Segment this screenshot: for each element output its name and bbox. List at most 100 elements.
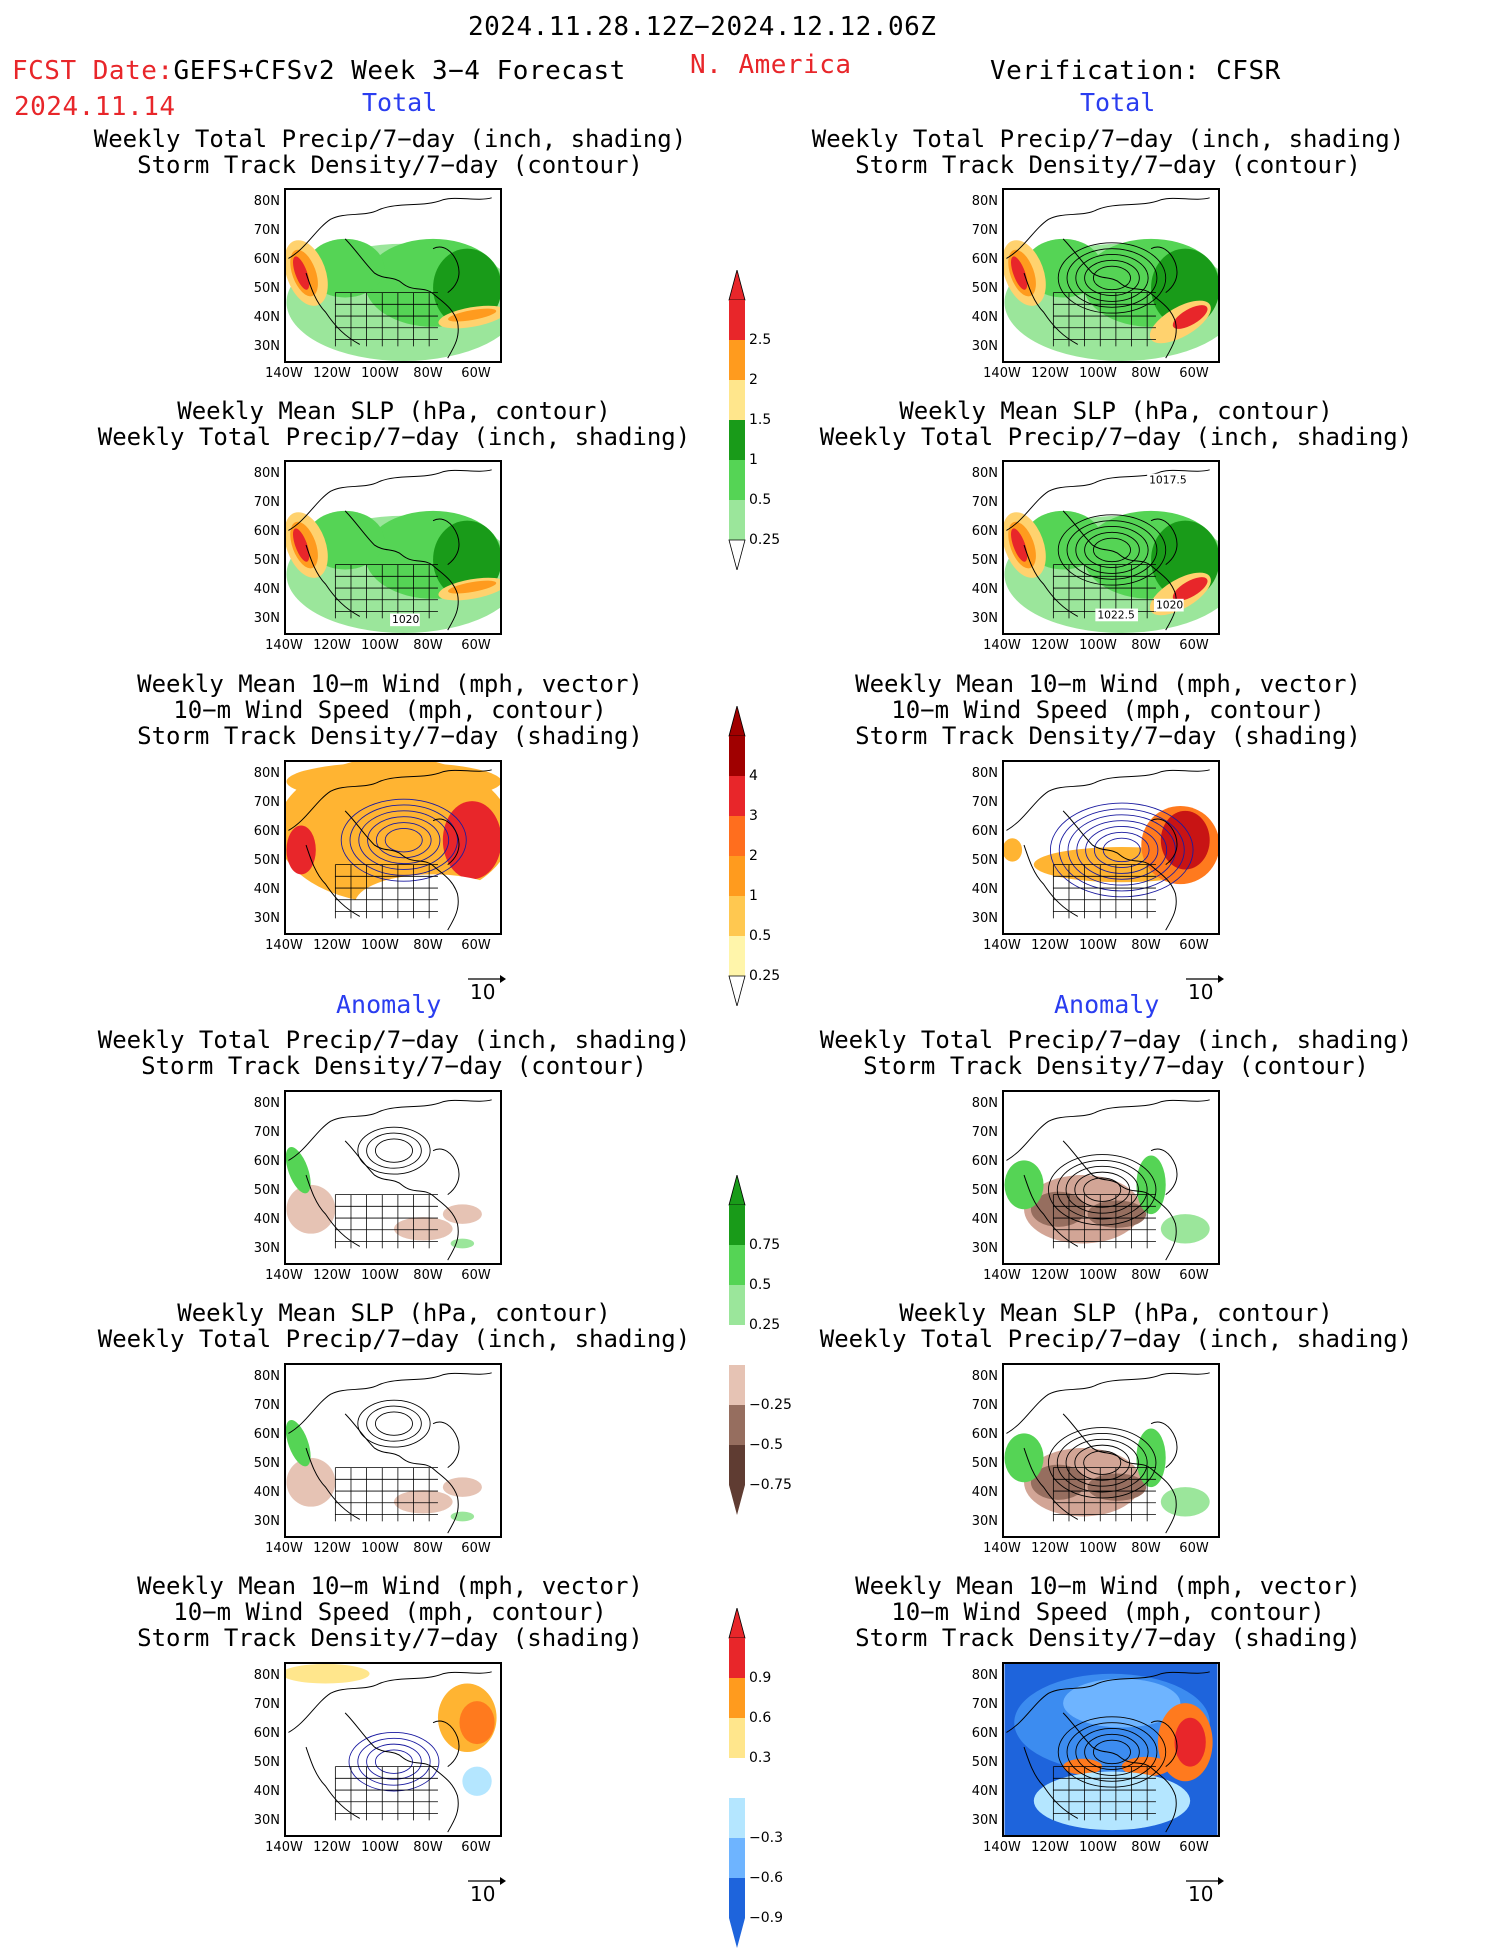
storm-track-contour [1084,259,1140,296]
lat-tick-label: 80N [971,466,998,481]
wind-speed-contour [1092,1739,1131,1765]
map-canvas [286,1365,500,1536]
lat-tick-label: 30N [253,1241,280,1256]
colorbar-tick-label: 0.25 [749,1317,781,1333]
lat-tick-label: 40N [253,882,280,897]
precip-dry-anomaly-shading [393,1217,453,1241]
lon-tick-label: 80W [413,1268,443,1283]
lat-tick-label: 70N [253,1125,280,1140]
coastline [288,1372,492,1534]
lon-tick-label: 80W [413,366,443,381]
map-canvas [1004,190,1218,361]
lat-tick-label: 80N [253,766,280,781]
colorbar-segment [729,1678,745,1718]
title-precip-storm-left-anom: Weekly Total Precip/7−day (inch, shading… [44,1027,744,1079]
title-line: Weekly Total Precip/7−day (inch, shading… [97,1325,691,1353]
map-canvas [286,1664,500,1835]
colorbar-segment [729,1285,745,1325]
title-line: Storm Track Density/7−day (shading) [855,722,1361,750]
lat-tick-label: 50N [253,1456,280,1471]
lat-tick-label: 50N [253,1183,280,1198]
storm-density-shading [1004,838,1023,862]
lat-tick-label: 40N [971,882,998,897]
lat-tick-label: 60N [971,524,998,539]
lat-tick-label: 30N [971,1514,998,1529]
slp-contour-label-bg [1147,473,1190,487]
lat-tick-label: 70N [971,1125,998,1140]
map-slp-fcst-anom [284,1363,502,1538]
colorbar-tick-label: 2 [749,848,758,864]
wind-speed-contour [1066,1722,1158,1782]
lat-tick-label: 80N [253,1369,280,1384]
colorbar-segment [729,1405,745,1445]
wind-speed-contour [1076,820,1168,880]
colorbar-bottom-arrow [728,539,746,572]
lon-tick-label: 60W [461,1268,491,1283]
title-precip-storm-right-total: Weekly Total Precip/7−day (inch, shading… [758,126,1458,178]
title-precip-storm-left-total: Weekly Total Precip/7−day (inch, shading… [40,126,740,178]
title-line: 10−m Wind Speed (mph, contour) [173,1598,607,1626]
title-line: Weekly Mean 10−m Wind (mph, vector) [137,670,643,698]
verification-label: Verification: CFSR [990,56,1281,86]
lon-tick-label: 100W [1079,638,1117,653]
state-boundaries [1052,1766,1156,1821]
colorbar-storm-total [727,704,767,1010]
colorbar-tick-label: −0.75 [749,1477,792,1493]
wind-speed-contour [384,828,423,853]
slp-contour-label: 1020 [1156,599,1183,612]
fcst-date-label: FCST Date:GEFS+CFSv2 Week 3−4 Forecast [12,56,626,86]
wind-speed-contour [357,1737,431,1786]
state-boundaries [334,292,438,347]
lat-tick-label: 70N [971,1398,998,1413]
lon-tick-label: 80W [1131,1268,1161,1283]
title-line: Storm Track Density/7−day (contour) [863,1052,1369,1080]
storm-track-contour [1084,531,1140,568]
colorbar-segment [729,1445,745,1485]
map-background [286,1365,500,1536]
map-wind-obs-anom [1002,1662,1220,1837]
title-line: Storm Track Density/7−day (contour) [137,151,643,179]
lon-tick-label: 140W [983,1541,1021,1556]
wind-speed-contour [348,1731,440,1792]
lat-tick-label: 40N [253,1784,280,1799]
lon-tick-label: 120W [313,366,351,381]
coastline [288,1671,492,1833]
colorbar-segment [729,340,745,380]
map-slp-obs-total: 1017.5 1022.5 1020 [1002,460,1220,635]
colorbar-tick-label: 0.25 [749,532,781,548]
storm-anomaly-negative-shading [1063,1678,1181,1728]
state-boundaries [1052,292,1156,347]
section-anomaly-right: Anomaly [1054,990,1160,1019]
lon-tick-label: 100W [361,366,399,381]
storm-anomaly-positive-shading [286,1664,370,1684]
lat-tick-label: 50N [971,1183,998,1198]
slp-contour-label: 1020 [392,613,419,626]
coastline [1006,769,1210,931]
lat-tick-label: 70N [253,1697,280,1712]
map-precip-storm-obs-total [1002,188,1220,363]
storm-track-contour [1066,248,1158,308]
lat-tick-label: 30N [971,1241,998,1256]
colorbar-tick-label: −0.3 [749,1830,783,1846]
colorbar-tick-label: 3 [749,808,758,824]
title-line: Storm Track Density/7−day (shading) [137,722,643,750]
wind-speed-contour [358,810,450,870]
lat-tick-label: 60N [253,1726,280,1741]
title-line: Weekly Total Precip/7−day (inch, shading… [819,1325,1413,1353]
colorbar-segment [729,1798,745,1838]
coastline [288,469,492,631]
lon-tick-label: 80W [1131,366,1161,381]
lon-tick-label: 60W [461,638,491,653]
vector-reference-label: 10 [470,1882,496,1906]
slp-contour-label-bg [390,613,420,627]
state-boundaries [1052,864,1156,919]
lon-tick-label: 60W [461,1840,491,1855]
lat-tick-label: 60N [971,252,998,267]
colorbar-segment [729,300,745,340]
map-slp-fcst-total: 1020 [284,460,502,635]
title-slp-right-total: Weekly Mean SLP (hPa, contour) Weekly To… [766,398,1466,450]
lat-tick-label: 60N [253,524,280,539]
lat-tick-label: 50N [971,1755,998,1770]
storm-track-contour [1092,537,1131,563]
precip-dry-anomaly-shading [286,1184,336,1234]
